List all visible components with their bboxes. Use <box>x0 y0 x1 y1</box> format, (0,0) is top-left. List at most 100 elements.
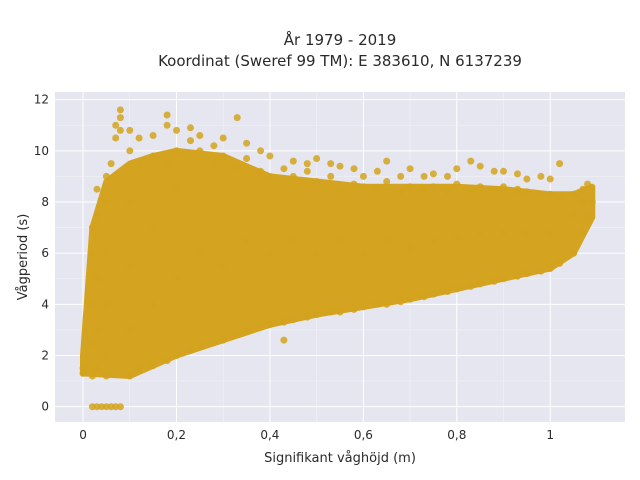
data-point <box>453 165 461 173</box>
data-point <box>420 293 428 301</box>
data-point <box>373 185 381 193</box>
data-point <box>490 167 498 175</box>
data-point <box>173 275 180 283</box>
data-point <box>107 160 115 168</box>
data-point <box>373 167 381 175</box>
data-points <box>79 106 596 411</box>
data-point <box>116 403 124 411</box>
data-point <box>149 362 157 370</box>
data-point <box>149 152 157 160</box>
data-point <box>327 308 335 316</box>
data-point <box>453 234 461 242</box>
data-point <box>359 249 367 257</box>
data-point <box>280 165 288 173</box>
data-point <box>523 175 531 183</box>
data-point <box>135 160 143 168</box>
data-point <box>196 249 204 257</box>
data-point <box>467 282 475 290</box>
data-point <box>289 157 297 165</box>
data-point <box>579 198 587 206</box>
data-point <box>116 114 124 122</box>
data-point <box>546 265 554 272</box>
x-axis-label: Signifikant våghöjd (m) <box>264 451 416 466</box>
data-point <box>584 180 592 188</box>
data-point <box>556 160 564 168</box>
data-point <box>397 188 405 196</box>
data-point <box>116 106 124 114</box>
data-point <box>523 188 531 196</box>
data-point <box>453 285 461 293</box>
data-point <box>163 111 171 119</box>
y-tick-label: 4 <box>41 297 49 311</box>
data-point <box>102 172 110 180</box>
y-tick-labels: 0 2 4 6 8 10 12 <box>34 93 49 414</box>
data-point <box>266 249 274 257</box>
data-point <box>453 180 461 188</box>
chart-subtitle: Koordinat (Sweref 99 TM): E 383610, N 61… <box>158 52 522 70</box>
data-point <box>93 185 101 193</box>
data-point <box>187 346 194 354</box>
data-point <box>429 183 437 191</box>
data-point <box>359 172 367 180</box>
data-point <box>383 178 391 185</box>
data-point <box>350 305 358 313</box>
data-point <box>584 211 592 219</box>
data-point <box>112 134 120 142</box>
data-point <box>126 147 134 155</box>
x-tick-label: 1 <box>546 428 554 442</box>
y-tick-label: 12 <box>34 93 49 107</box>
data-point <box>313 155 321 162</box>
data-point <box>537 267 545 275</box>
x-tick-label: 0,6 <box>354 428 373 442</box>
data-point <box>476 162 484 170</box>
data-point <box>570 211 578 219</box>
data-point <box>233 162 241 170</box>
x-tick-label: 0,2 <box>167 428 186 442</box>
data-point <box>556 259 564 267</box>
data-point <box>476 280 484 288</box>
data-point <box>490 277 498 285</box>
data-point <box>196 341 204 349</box>
data-point <box>313 249 321 257</box>
x-tick-labels: 0 0,2 0,4 0,6 0,8 1 <box>79 428 554 442</box>
data-point <box>88 249 96 257</box>
data-point <box>88 339 96 347</box>
data-point <box>266 172 274 180</box>
data-point <box>523 270 531 278</box>
data-point <box>336 236 344 244</box>
data-point <box>420 172 428 180</box>
data-point <box>149 224 157 232</box>
data-point <box>210 339 218 347</box>
data-point <box>93 275 101 283</box>
data-point <box>173 126 180 134</box>
data-point <box>289 316 297 324</box>
data-point <box>135 134 143 142</box>
data-point <box>444 188 451 196</box>
y-tick-label: 8 <box>41 195 49 209</box>
data-point <box>266 321 274 329</box>
data-point <box>336 185 344 193</box>
y-tick-label: 2 <box>41 348 49 362</box>
data-point <box>383 157 391 165</box>
data-point <box>327 172 335 180</box>
data-point <box>359 303 367 311</box>
data-point <box>102 198 110 206</box>
data-point <box>579 229 587 237</box>
data-point <box>243 155 251 162</box>
data-point <box>467 157 475 165</box>
data-point <box>537 172 545 180</box>
data-point <box>289 172 297 180</box>
data-point <box>163 121 171 129</box>
data-point <box>420 185 428 193</box>
data-point <box>373 300 381 308</box>
data-point <box>149 300 157 308</box>
data-point <box>210 142 218 150</box>
data-point <box>126 326 134 334</box>
x-tick-label: 0,4 <box>260 428 279 442</box>
data-point <box>163 357 171 365</box>
data-point <box>500 183 507 191</box>
data-point <box>88 224 96 232</box>
data-point <box>210 160 218 168</box>
data-point <box>350 165 358 173</box>
